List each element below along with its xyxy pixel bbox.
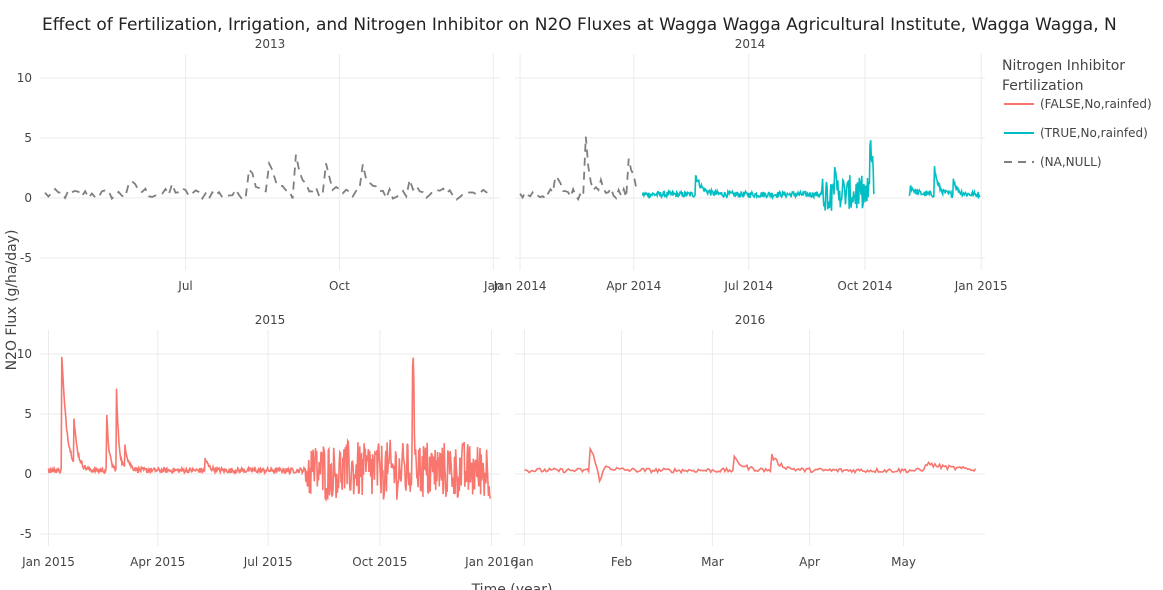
x-tick-label: Apr 2014 bbox=[606, 279, 661, 293]
y-tick-label: 5 bbox=[24, 131, 32, 145]
y-tick-label: 10 bbox=[17, 71, 32, 85]
x-tick-label: Jul bbox=[177, 279, 192, 293]
x-tick-label: Apr bbox=[799, 555, 820, 569]
facet-panel-2014: 2014 Jan 2014 Apr 2014 Jul 2014 Oct 2014 Jan … bbox=[493, 37, 1008, 293]
x-tick-label: Jan 2014 bbox=[493, 279, 547, 293]
series-line bbox=[44, 154, 491, 201]
x-tick-label: Jan 2015 bbox=[954, 279, 1008, 293]
series-line bbox=[519, 136, 640, 202]
legend-label: (TRUE,No,rainfed) bbox=[1040, 126, 1148, 140]
series-line bbox=[641, 140, 875, 211]
x-tick-label: Jan 2016 bbox=[464, 555, 518, 569]
legend-item: (TRUE,No,rainfed) bbox=[1004, 126, 1148, 140]
x-axis-title: Time (year) bbox=[471, 582, 553, 590]
x-tick-label: Mar bbox=[701, 555, 724, 569]
legend-label: (NA,NULL) bbox=[1040, 155, 1102, 169]
x-tick-label: Feb bbox=[611, 555, 632, 569]
legend: Nitrogen Inhibitor Fertilization (FALSE,… bbox=[1002, 58, 1152, 169]
x-tick-label: Jan bbox=[483, 279, 503, 293]
y-tick-label: 0 bbox=[24, 467, 32, 481]
facet-title: 2013 bbox=[255, 37, 286, 51]
facet-panel-2015: 2015 -5 0 5 10 Jan 2015 Apr 2015 Jul 2015 Oct 20… bbox=[17, 313, 518, 569]
y-tick-label: -5 bbox=[20, 527, 32, 541]
chart-title: Effect of Fertilization, Irrigation, and… bbox=[42, 15, 1117, 35]
x-tick-label: Jul 2015 bbox=[243, 555, 293, 569]
legend-item: (NA,NULL) bbox=[1004, 155, 1102, 169]
facet-panel-2016: 2016 Jan Feb Mar Apr May bbox=[514, 313, 985, 569]
facet-title: 2016 bbox=[735, 313, 766, 327]
y-axis-title: N2O Flux (g/ha/day) bbox=[4, 230, 20, 371]
x-tick-label: May bbox=[891, 555, 916, 569]
legend-title-line2: Fertilization bbox=[1002, 78, 1084, 94]
series-line bbox=[908, 166, 981, 200]
x-tick-label: Jan bbox=[514, 555, 534, 569]
x-tick-label: Oct 2015 bbox=[352, 555, 407, 569]
y-tick-label: 5 bbox=[24, 407, 32, 421]
x-tick-label: Apr 2015 bbox=[130, 555, 185, 569]
facet-panel-2013: 2013 -5 0 5 10 Jul Oct Jan bbox=[17, 37, 503, 293]
x-tick-label: Jul 2014 bbox=[723, 279, 773, 293]
y-tick-label: 0 bbox=[24, 191, 32, 205]
legend-title-line1: Nitrogen Inhibitor bbox=[1002, 58, 1125, 74]
facet-title: 2015 bbox=[255, 313, 286, 327]
legend-label: (FALSE,No,rainfed) bbox=[1040, 97, 1152, 111]
x-tick-label: Oct 2014 bbox=[837, 279, 892, 293]
series-line bbox=[524, 446, 977, 484]
legend-item: (FALSE,No,rainfed) bbox=[1004, 97, 1152, 111]
series-line bbox=[47, 356, 492, 503]
x-tick-label: Oct bbox=[329, 279, 350, 293]
y-tick-label: -5 bbox=[20, 251, 32, 265]
x-tick-label: Jan 2015 bbox=[21, 555, 75, 569]
facet-title: 2014 bbox=[735, 37, 766, 51]
y-tick-label: 10 bbox=[17, 347, 32, 361]
facet-panels: 2013 -5 0 5 10 Jul Oct Jan 2014 Jan 2014 Apr 2014 J… bbox=[17, 37, 1008, 569]
